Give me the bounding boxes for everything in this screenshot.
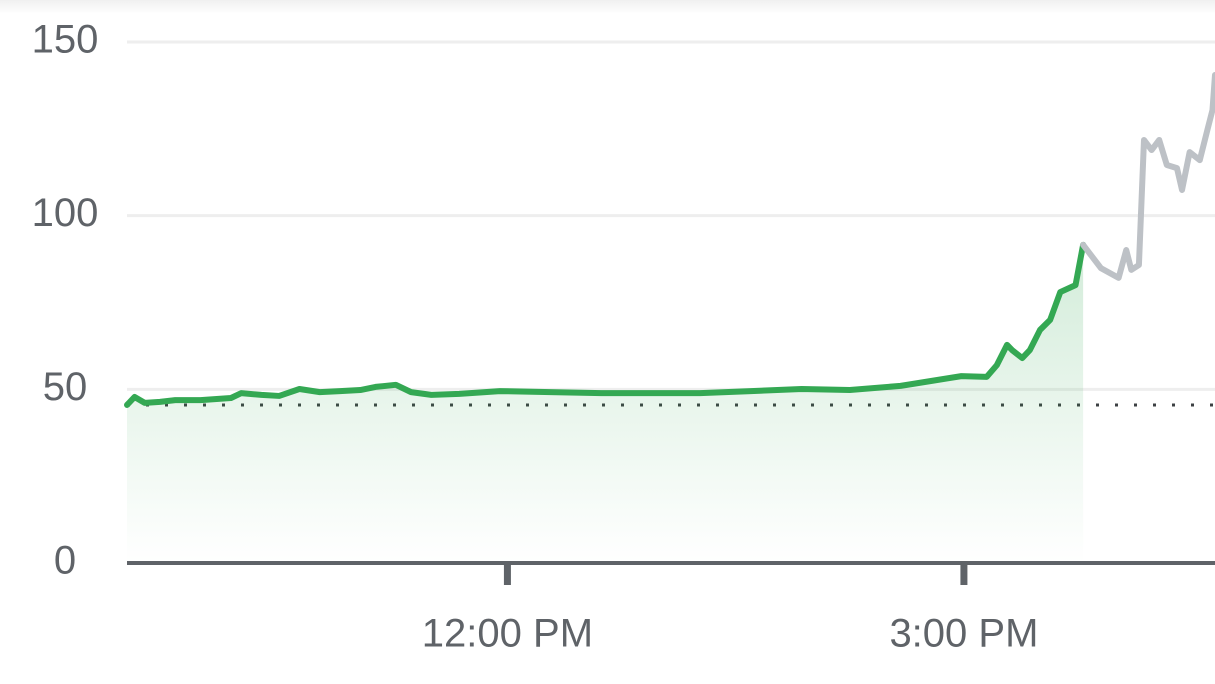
x-tick-label: 12:00 PM [422, 612, 593, 656]
y-tick-label: 100 [32, 191, 99, 235]
y-tick-label: 150 [32, 18, 99, 62]
area [127, 244, 1084, 564]
top-shadow [0, 0, 1215, 14]
price-line [1080, 71, 1215, 281]
x-tick-label: 3:00 PM [889, 612, 1038, 656]
y-tick-label: 50 [43, 365, 88, 409]
y-tick-label: 0 [54, 539, 76, 583]
price-line [124, 241, 1087, 408]
